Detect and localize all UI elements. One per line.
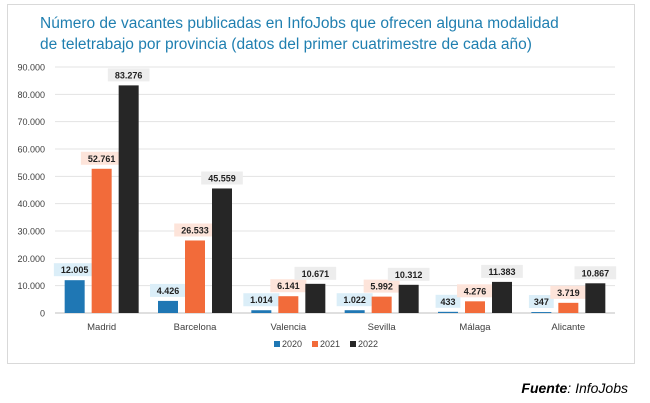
y-tick-label: 10.000 xyxy=(17,281,45,291)
data-label-bg xyxy=(270,279,307,293)
data-label-bg xyxy=(107,68,150,82)
data-label-bg xyxy=(387,267,430,281)
y-tick-label: 90.000 xyxy=(17,63,45,73)
x-tick-label: Madrid xyxy=(87,322,116,333)
bar xyxy=(371,296,392,313)
data-label-bg xyxy=(574,266,617,280)
legend-swatch xyxy=(350,341,356,347)
bar xyxy=(558,302,579,313)
data-label: 4.426 xyxy=(157,286,180,296)
data-label: 26.533 xyxy=(181,225,209,235)
data-label: 3.719 xyxy=(557,288,580,298)
legend-swatch xyxy=(312,341,318,347)
bar xyxy=(305,283,326,313)
bar xyxy=(64,280,85,313)
data-label-bg xyxy=(243,293,280,307)
data-label: 5.992 xyxy=(370,282,393,292)
bar xyxy=(158,300,178,313)
y-tick-label: 0 xyxy=(40,309,45,319)
data-label-bg xyxy=(80,151,123,165)
data-label: 10.867 xyxy=(582,268,610,278)
y-tick-label: 40.000 xyxy=(17,199,45,209)
data-label: 6.141 xyxy=(277,281,300,291)
bar xyxy=(251,310,272,313)
x-tick-label: Sevilla xyxy=(368,322,397,333)
y-tick-label: 70.000 xyxy=(17,117,45,127)
data-label: 83.276 xyxy=(115,70,143,80)
data-label: 4.276 xyxy=(464,286,487,296)
y-tick-label: 80.000 xyxy=(17,90,45,100)
data-label-bg xyxy=(53,263,96,277)
data-label-bg xyxy=(294,266,337,280)
y-tick-label: 60.000 xyxy=(17,145,45,155)
source-note: Fuente: InfoJobs xyxy=(521,380,628,396)
bar xyxy=(465,301,485,313)
bar xyxy=(438,311,458,313)
bar xyxy=(185,240,205,313)
y-tick-label: 30.000 xyxy=(17,227,45,237)
data-label-bg xyxy=(336,293,373,307)
legend-label: 2021 xyxy=(320,339,340,349)
bar xyxy=(278,296,299,313)
data-label: 433 xyxy=(440,297,455,307)
data-label: 11.383 xyxy=(488,267,515,277)
legend-swatch xyxy=(274,341,280,347)
legend-label: 2020 xyxy=(282,339,302,349)
data-label: 52.761 xyxy=(88,154,116,164)
data-label-bg xyxy=(363,279,400,293)
source-suffix: : InfoJobs xyxy=(567,380,628,396)
data-label-bg xyxy=(150,283,186,297)
bar xyxy=(118,85,139,313)
legend-label: 2022 xyxy=(358,339,378,349)
bar xyxy=(492,281,512,313)
y-tick-label: 20.000 xyxy=(17,254,45,264)
data-label: 10.312 xyxy=(395,270,423,280)
data-label: 12.005 xyxy=(61,265,89,275)
x-tick-label: Alicante xyxy=(551,322,585,333)
x-tick-label: Barcelona xyxy=(174,322,217,333)
y-tick-label: 50.000 xyxy=(17,172,45,182)
data-label-bg xyxy=(481,264,523,278)
data-label-bg xyxy=(174,223,216,237)
data-label: 1.022 xyxy=(343,295,366,305)
bar xyxy=(585,283,606,313)
data-label-bg xyxy=(435,294,461,308)
x-tick-label: Málaga xyxy=(459,322,491,333)
data-label: 10.671 xyxy=(302,269,330,279)
data-label: 1.014 xyxy=(250,295,273,305)
bar xyxy=(212,188,232,313)
chart-title: Número de vacantes publicadas en InfoJob… xyxy=(40,15,559,53)
data-label: 347 xyxy=(534,297,549,307)
data-label-bg xyxy=(201,171,243,185)
bar xyxy=(91,168,112,313)
bar xyxy=(344,310,365,313)
data-label-bg xyxy=(550,285,587,299)
data-label-bg xyxy=(528,295,554,309)
data-label: 45.559 xyxy=(208,173,236,183)
bar xyxy=(398,284,419,313)
x-tick-label: Valencia xyxy=(270,322,306,333)
data-label-bg xyxy=(457,284,493,298)
bar xyxy=(531,312,552,313)
source-prefix: Fuente xyxy=(521,380,568,396)
